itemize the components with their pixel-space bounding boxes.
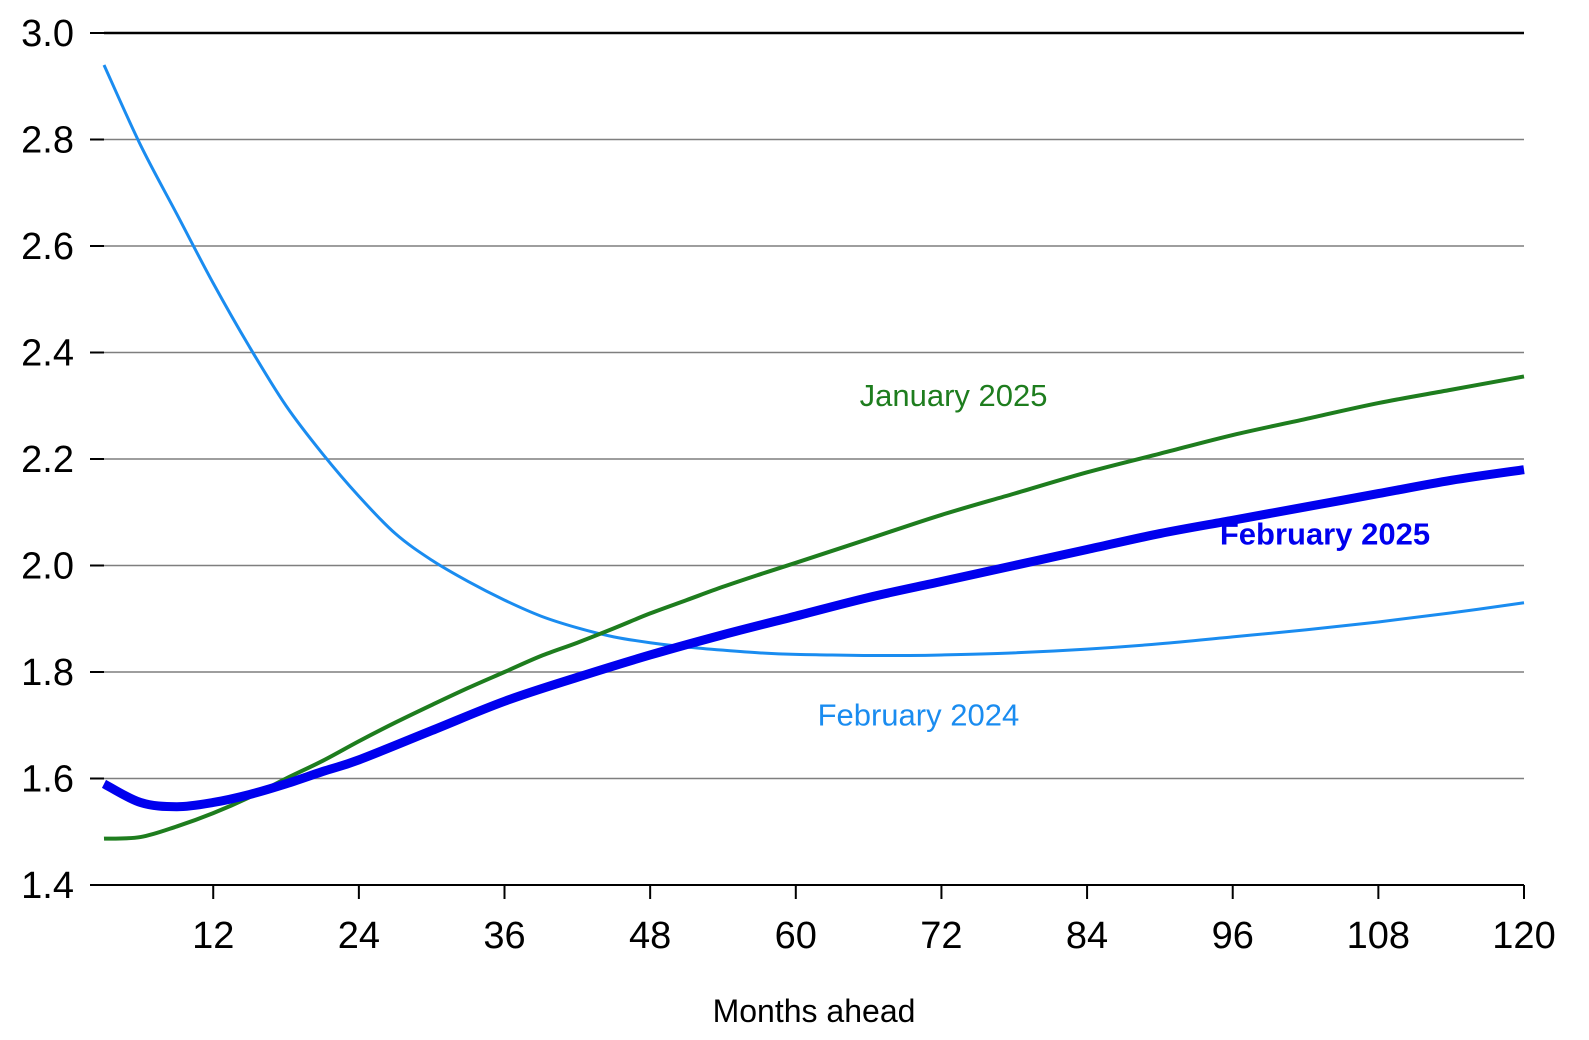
x-tick-label: 72	[920, 915, 962, 957]
y-tick-label: 1.6	[21, 759, 74, 801]
y-tick-label: 1.8	[21, 652, 74, 694]
x-tick-label: 84	[1066, 915, 1108, 957]
x-tick-label: 96	[1212, 915, 1254, 957]
series-line-february-2025	[101, 465, 1525, 812]
series-labels: January 2025 February 2025 February 2024	[818, 378, 1431, 732]
x-tick-label: 108	[1347, 915, 1410, 957]
y-tick-label: 2.6	[21, 226, 74, 268]
y-tick-label: 2.8	[21, 120, 74, 162]
series-lines	[101, 64, 1525, 841]
series-label-february-2025: February 2025	[1220, 517, 1430, 552]
y-tick-label: 3.0	[21, 13, 74, 55]
x-tick-label: 36	[483, 915, 525, 957]
y-tick-label: 2.4	[21, 333, 74, 375]
series-line-february-2024	[102, 64, 1525, 658]
series-label-february-2024: February 2024	[818, 698, 1020, 733]
x-tick-label: 24	[338, 915, 380, 957]
x-tick-label: 48	[629, 915, 671, 957]
y-tick-label: 1.4	[21, 865, 74, 907]
x-tick-label: 60	[775, 915, 817, 957]
axes: 1.4 1.6 1.8 2.0 2.2 2.4 2.6 2.8 3.0 12 24 36 48 60 72 8…	[21, 13, 1556, 957]
series-label-january-2025: January 2025	[860, 378, 1048, 413]
y-tick-label: 2.0	[21, 546, 74, 588]
series-line-january-2025	[103, 374, 1525, 841]
x-tick-label: 12	[192, 915, 234, 957]
y-tick-label: 2.2	[21, 439, 74, 481]
x-tick-label: 120	[1492, 915, 1555, 957]
gridlines	[104, 31, 1524, 780]
x-axis-title: Months ahead	[713, 993, 916, 1029]
